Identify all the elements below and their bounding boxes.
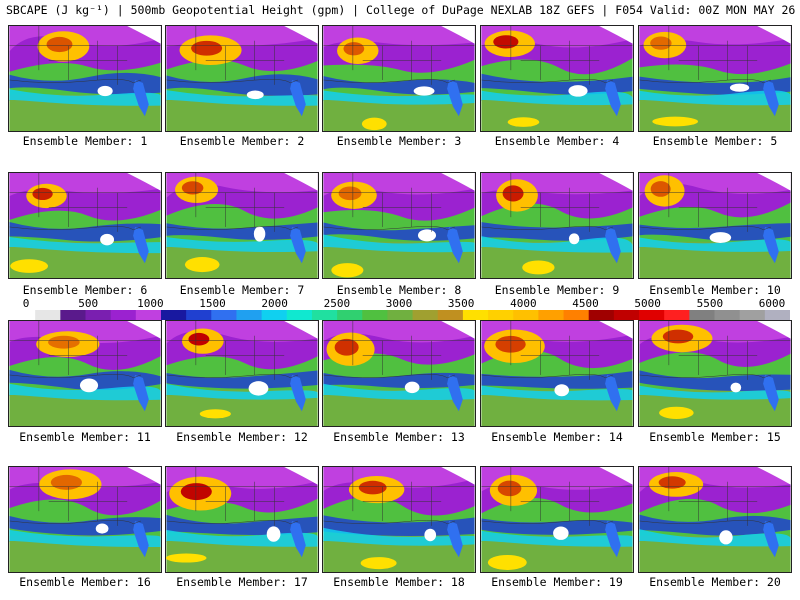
ensemble-member-map xyxy=(638,25,792,132)
ensemble-member-caption: Ensemble Member: 6 xyxy=(22,283,148,297)
colorbar-tick-label: 2500 xyxy=(323,297,351,310)
ensemble-member-map xyxy=(165,25,319,132)
ensemble-member-map xyxy=(165,466,319,573)
colorbar-segment xyxy=(10,310,36,320)
ensemble-member-caption: Ensemble Member: 8 xyxy=(336,283,462,297)
ensemble-member-caption: Ensemble Member: 2 xyxy=(179,134,305,148)
colorbar-segment xyxy=(538,310,565,320)
ensemble-member-map xyxy=(480,172,634,279)
sbcape-colorbar xyxy=(10,310,790,320)
colorbar-tick-label: 0 xyxy=(22,297,30,310)
colorbar-segment xyxy=(211,310,237,320)
colorbar-segment xyxy=(311,310,338,320)
colorbar-segment xyxy=(35,310,61,320)
ensemble-member-map xyxy=(165,172,319,279)
ensemble-member-caption: Ensemble Member: 3 xyxy=(336,134,462,148)
colorbar-tick-label: 2000 xyxy=(261,297,288,310)
ensemble-member-caption: Ensemble Member: 14 xyxy=(491,430,623,444)
ensemble-member-map xyxy=(638,320,792,427)
ensemble-member-map xyxy=(8,25,162,132)
colorbar-tick-label: 5000 xyxy=(634,297,661,310)
colorbar-segment xyxy=(85,310,112,320)
colorbar-segment xyxy=(563,310,590,320)
colorbar-tick-label: 3500 xyxy=(447,297,475,310)
ensemble-member-caption: Ensemble Member: 10 xyxy=(649,283,781,297)
colorbar-segment xyxy=(387,310,414,320)
ensemble-member-map xyxy=(322,25,476,132)
colorbar-segment xyxy=(261,310,288,320)
colorbar-segment xyxy=(639,310,665,320)
ensemble-member-map xyxy=(322,466,476,573)
ensemble-member-caption: Ensemble Member: 19 xyxy=(491,575,623,589)
ensemble-member-caption: Ensemble Member: 1 xyxy=(22,134,148,148)
colorbar-segment xyxy=(437,310,464,320)
colorbar-tick-label: 4500 xyxy=(572,297,599,310)
ensemble-member-map xyxy=(638,172,792,279)
ensemble-member-map xyxy=(480,25,634,132)
colorbar-tick-label: 5500 xyxy=(696,297,724,310)
ensemble-member-map xyxy=(480,320,634,427)
colorbar-segment xyxy=(739,310,766,320)
ensemble-member-caption: Ensemble Member: 9 xyxy=(494,283,620,297)
colorbar-segment xyxy=(186,310,212,320)
colorbar-segment xyxy=(764,310,790,320)
colorbar-segment xyxy=(110,310,137,320)
colorbar-segment xyxy=(412,310,439,320)
ensemble-member-caption: Ensemble Member: 17 xyxy=(176,575,308,589)
map-title: SBCAPE (J kg⁻¹) | 500mb Geopotential Hei… xyxy=(6,3,800,17)
ensemble-member-map xyxy=(322,320,476,427)
ensemble-member-map xyxy=(322,172,476,279)
ensemble-member-map xyxy=(8,466,162,573)
colorbar-tick-label: 4000 xyxy=(510,297,537,310)
colorbar-tick-label: 1500 xyxy=(199,297,226,310)
ensemble-member-caption: Ensemble Member: 16 xyxy=(19,575,151,589)
colorbar-segment xyxy=(135,310,162,320)
ensemble-member-caption: Ensemble Member: 5 xyxy=(652,134,778,148)
colorbar-tick-label: 3000 xyxy=(385,297,413,310)
colorbar-tick-label: 1000 xyxy=(137,297,164,310)
ensemble-member-map xyxy=(638,466,792,573)
ensemble-member-caption: Ensemble Member: 20 xyxy=(649,575,781,589)
ensemble-member-caption: Ensemble Member: 11 xyxy=(19,430,151,444)
ensemble-member-caption: Ensemble Member: 13 xyxy=(333,430,465,444)
colorbar-segment xyxy=(613,310,640,320)
colorbar-tick-label: 6000 xyxy=(758,297,786,310)
colorbar-segment xyxy=(513,310,539,320)
colorbar-segment xyxy=(60,310,86,320)
ensemble-member-caption: Ensemble Member: 15 xyxy=(649,430,781,444)
colorbar-segment xyxy=(664,310,690,320)
ensemble-member-caption: Ensemble Member: 4 xyxy=(494,134,620,148)
colorbar-segment xyxy=(689,310,716,320)
ensemble-member-caption: Ensemble Member: 18 xyxy=(333,575,465,589)
ensemble-member-caption: Ensemble Member: 12 xyxy=(176,430,308,444)
colorbar-segment xyxy=(362,310,388,320)
colorbar-segment xyxy=(337,310,363,320)
colorbar-segment xyxy=(462,310,489,320)
colorbar-segment xyxy=(588,310,615,320)
ensemble-member-map xyxy=(165,320,319,427)
colorbar-segment xyxy=(236,310,263,320)
colorbar-segment xyxy=(488,310,514,320)
colorbar-segment xyxy=(714,310,741,320)
ensemble-member-map xyxy=(480,466,634,573)
ensemble-member-caption: Ensemble Member: 7 xyxy=(179,283,305,297)
colorbar-tick-label: 500 xyxy=(78,297,99,310)
colorbar-segment xyxy=(286,310,313,320)
ensemble-member-map xyxy=(8,320,162,427)
ensemble-member-map xyxy=(8,172,162,279)
colorbar-segment xyxy=(160,310,187,320)
